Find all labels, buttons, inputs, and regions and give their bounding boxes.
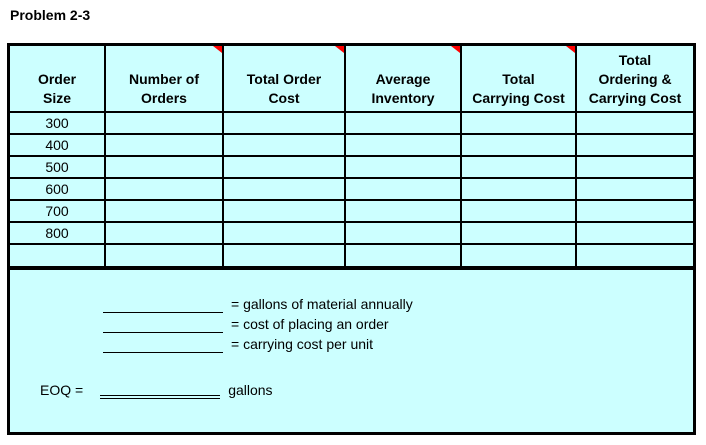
section-divider xyxy=(10,266,693,270)
table-cell[interactable] xyxy=(344,111,462,135)
order-size-cell[interactable] xyxy=(10,243,106,266)
table-cell[interactable] xyxy=(575,221,693,245)
table-cell[interactable] xyxy=(575,199,693,223)
order-size-cell[interactable]: 400 xyxy=(10,133,106,157)
table-row: 800 xyxy=(10,221,693,245)
column-header-order-size: Order Size xyxy=(10,46,106,113)
table-row xyxy=(10,243,693,266)
table-cell[interactable] xyxy=(104,221,224,245)
table-cell[interactable] xyxy=(460,243,577,266)
table-cell[interactable] xyxy=(460,177,577,201)
notes-section: = gallons of material annually = cost of… xyxy=(10,270,693,432)
table-row: 400 xyxy=(10,133,693,157)
column-header-label: Average Inventory xyxy=(371,71,435,106)
note-row-order-cost: = cost of placing an order xyxy=(103,313,693,333)
note-label: = carrying cost per unit xyxy=(231,336,374,352)
table-cell[interactable] xyxy=(344,221,462,245)
eoq-table: Order Size Number of Orders Total Order … xyxy=(10,46,693,266)
eoq-row: EOQ = gallons xyxy=(40,375,693,399)
order-size-cell[interactable]: 700 xyxy=(10,199,106,223)
table-cell[interactable] xyxy=(222,221,346,245)
table-cell[interactable] xyxy=(104,111,224,135)
order-size-cell[interactable]: 300 xyxy=(10,111,106,135)
page-title: Problem 2-3 xyxy=(10,7,91,23)
fill-in-blank[interactable] xyxy=(103,318,223,333)
table-cell[interactable] xyxy=(344,155,462,179)
column-header-label: Total Carrying Cost xyxy=(472,71,565,106)
table-row: 500 xyxy=(10,155,693,179)
column-header-total-carrying-cost: Total Carrying Cost xyxy=(460,46,577,113)
order-size-cell[interactable]: 600 xyxy=(10,177,106,201)
eoq-unit-label: gallons xyxy=(228,382,273,398)
table-cell[interactable] xyxy=(344,243,462,266)
table-cell[interactable] xyxy=(575,243,693,266)
column-header-total-order-cost: Total Order Cost xyxy=(222,46,346,113)
table-cell[interactable] xyxy=(344,133,462,157)
table-cell[interactable] xyxy=(104,243,224,266)
table-cell[interactable] xyxy=(575,133,693,157)
order-size-cell[interactable]: 500 xyxy=(10,155,106,179)
table-row: 300 xyxy=(10,111,693,135)
table-cell[interactable] xyxy=(222,243,346,266)
table-cell[interactable] xyxy=(104,177,224,201)
comment-indicator-icon xyxy=(335,46,343,53)
table-cell[interactable] xyxy=(222,199,346,223)
column-header-average-inventory: Average Inventory xyxy=(344,46,462,113)
table-cell[interactable] xyxy=(460,221,577,245)
fill-in-blank[interactable] xyxy=(103,338,223,353)
table-cell[interactable] xyxy=(222,111,346,135)
column-header-number-of-orders: Number of Orders xyxy=(104,46,224,113)
table-cell[interactable] xyxy=(104,199,224,223)
table-cell[interactable] xyxy=(460,133,577,157)
table-cell[interactable] xyxy=(344,177,462,201)
table-row: 700 xyxy=(10,199,693,223)
table-cell[interactable] xyxy=(575,177,693,201)
header-row: Order Size Number of Orders Total Order … xyxy=(10,46,693,113)
table-cell[interactable] xyxy=(222,177,346,201)
column-header-label: Order Size xyxy=(37,71,77,106)
fill-in-blank[interactable] xyxy=(103,298,223,313)
eoq-label: EOQ = xyxy=(40,382,84,398)
table-cell[interactable] xyxy=(104,133,224,157)
table-cell[interactable] xyxy=(460,199,577,223)
column-header-label: Total Ordering & Carrying Cost xyxy=(588,52,682,106)
worksheet-area: Order Size Number of Orders Total Order … xyxy=(7,43,696,435)
note-row-carrying-cost: = carrying cost per unit xyxy=(103,333,693,353)
table-cell[interactable] xyxy=(344,199,462,223)
table-cell[interactable] xyxy=(460,111,577,135)
table-cell[interactable] xyxy=(222,133,346,157)
note-label: = cost of placing an order xyxy=(231,316,389,332)
table-cell[interactable] xyxy=(575,111,693,135)
note-label: = gallons of material annually xyxy=(231,296,413,312)
table-cell[interactable] xyxy=(460,155,577,179)
column-header-label: Number of Orders xyxy=(129,71,199,106)
table-row: 600 xyxy=(10,177,693,201)
note-row-annual-gallons: = gallons of material annually xyxy=(103,293,693,313)
column-header-total-ordering-carrying-cost: Total Ordering & Carrying Cost xyxy=(575,46,693,113)
column-header-label: Total Order Cost xyxy=(246,71,322,106)
comment-indicator-icon xyxy=(451,46,459,53)
eoq-answer-blank[interactable] xyxy=(100,383,221,399)
comment-indicator-icon xyxy=(566,46,574,53)
table-cell[interactable] xyxy=(222,155,346,179)
table-cell[interactable] xyxy=(104,155,224,179)
order-size-cell[interactable]: 800 xyxy=(10,221,106,245)
table-cell[interactable] xyxy=(575,155,693,179)
comment-indicator-icon xyxy=(213,46,221,53)
